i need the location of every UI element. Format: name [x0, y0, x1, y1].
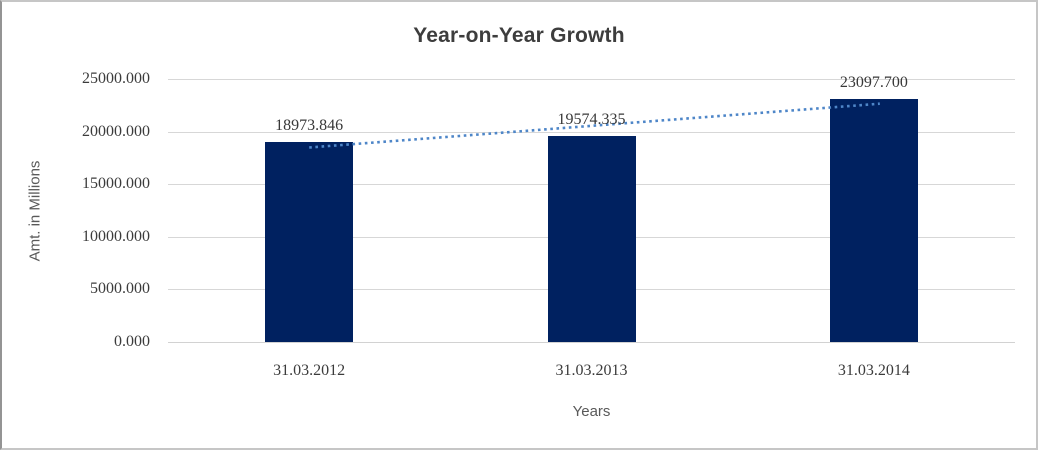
plot-area: 18973.846 19574.335 23097.700: [168, 74, 1015, 343]
x-tick-2013: 31.03.2013: [555, 362, 628, 379]
y-tick-10000: 10000.000: [82, 227, 150, 245]
y-tick-5000: 5000.000: [90, 280, 150, 298]
y-tick-25000: 25000.000: [82, 70, 150, 87]
bar-value-label: 18973.846: [275, 117, 344, 135]
x-axis-tick-labels: 31.03.2012 31.03.2013 31.03.2014: [168, 362, 1015, 382]
bar-2014: [829, 99, 918, 342]
y-tick-15000: 15000.000: [82, 175, 150, 193]
x-tick-2012: 31.03.2012: [273, 362, 346, 379]
x-tick-2014: 31.03.2014: [837, 362, 910, 379]
bar-value-label: 19574.335: [557, 111, 626, 129]
bar-value-label: 23097.700: [839, 74, 908, 92]
x-axis-title: Years: [572, 403, 611, 420]
gridline: [168, 79, 1015, 80]
y-tick-0: 0.000: [114, 332, 150, 350]
bar-2012: [265, 142, 354, 342]
bar-2013: [547, 136, 636, 342]
chart-title: Year-on-Year Growth: [413, 24, 625, 47]
y-axis-tick-labels: 25000.000 20000.000 15000.000 10000.000 …: [2, 70, 150, 351]
y-tick-20000: 20000.000: [82, 122, 150, 140]
